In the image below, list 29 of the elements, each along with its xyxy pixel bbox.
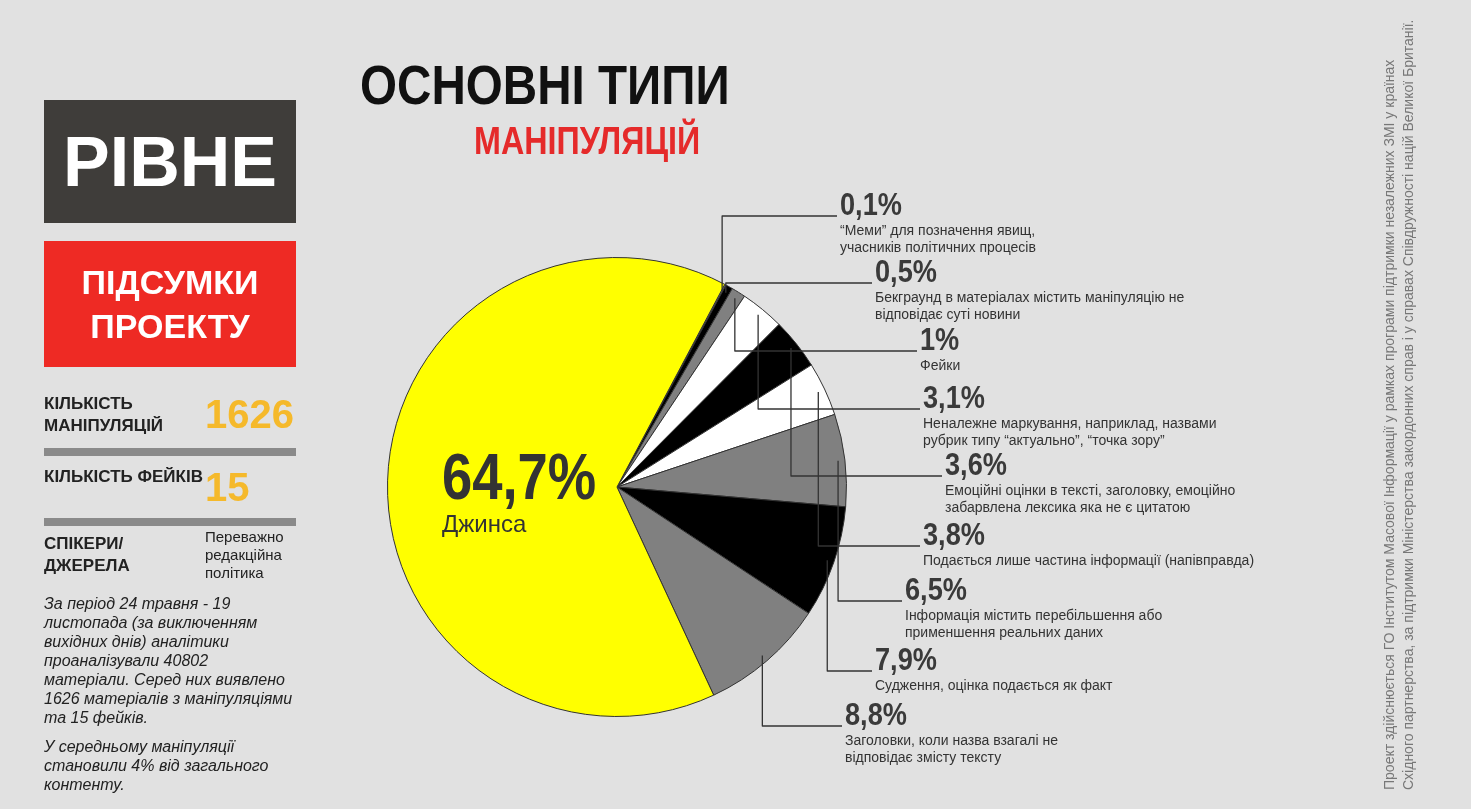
data-label: 7,9% xyxy=(875,640,937,677)
text: Переважно редакційна політика xyxy=(205,528,285,582)
text: РІВНЕ xyxy=(44,100,296,223)
slice-label: Фейки xyxy=(920,356,961,373)
text: КІЛЬКІСТЬ МАНІПУЛЯЦІЙ xyxy=(44,393,165,437)
chart-title: ОСНОВНІ ТИПИ xyxy=(360,52,730,117)
text: 15 xyxy=(205,465,250,510)
slice-label: Бекграунд в матеріалах містить маніпуляцію не відповідає суті новини xyxy=(875,288,1185,322)
data-label: 3,1% xyxy=(923,378,985,415)
chart-subtitle: МАНІПУЛЯЦІЙ xyxy=(474,120,701,163)
slice-label: Інформація містить перебільшення або применшення реальних даних xyxy=(905,606,1163,640)
data-label: 0,5% xyxy=(875,252,937,289)
text: Проект здійснюється ГО Інститутом Масової Інформації у рамках програми підтримки незалежних ЗМІ у країнах Східного партнерства, за підтримки Міністерства закордонних справ і у справах Співдружності націй Великої Британії. xyxy=(1380,18,1417,790)
slice-label: Емоційні оцінки в тексті, заголовку, емоційно забарвлена лексика яка не є цитатою xyxy=(945,481,1236,515)
slice-label: Заголовки, коли назва взагалі не відповідає змісту тексту xyxy=(845,731,1059,765)
slice-label: Судження, оцінка подається як факт xyxy=(875,676,1114,693)
data-label: 6,5% xyxy=(905,570,967,607)
slice-label: “Меми” для позначення явищ, учасників політичних процесів xyxy=(840,221,1036,255)
slice-label: Неналежне маркування, наприклад, назвами рубрик типу “актуально”, “точка зору” xyxy=(923,414,1217,448)
data-label: 3,8% xyxy=(923,515,985,552)
text: За період 24 травня - 19 листопада (за виключенням вихідних днів) аналітики проаналізували 40802 матеріали. Серед них виявлено 1626 матеріалів з маніпуляціями та 15 фейків. xyxy=(44,594,294,727)
text: ПІДСУМКИ ПРОЕКТУ xyxy=(44,241,296,367)
slice-label: Подається лише частина інформації (напівправда) xyxy=(923,551,1255,568)
data-label: 0,1% xyxy=(840,185,902,222)
text: 1626 xyxy=(205,392,294,437)
data-label: 8,8% xyxy=(845,695,907,732)
text: У середньому маніпуляції становили 4% від загального контенту. xyxy=(44,737,270,794)
text: КІЛЬКІСТЬ ФЕЙКІВ xyxy=(44,466,204,488)
text: СПІКЕРИ/ ДЖЕРЕЛА xyxy=(44,533,131,577)
